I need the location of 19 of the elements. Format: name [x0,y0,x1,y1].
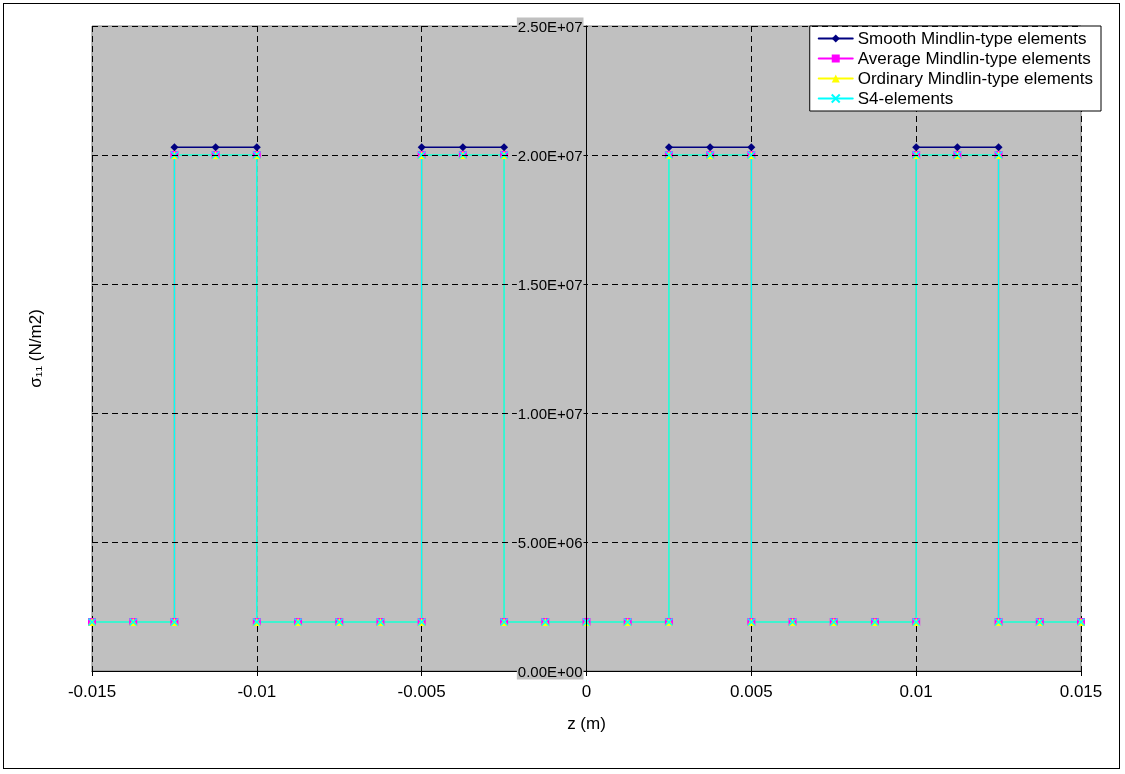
y-tick-label: 2.50E+07 [517,17,583,35]
y-axis-title: σ₁₁ (N/m2) [26,309,45,388]
legend-label: S4-elements [857,89,954,108]
legend-label: Smooth Mindlin-type elements [857,29,1087,48]
x-tick-label: -0.01 [237,682,277,701]
y-tick-label: 1.00E+07 [517,404,583,422]
legend-label: Ordinary Mindlin-type elements [857,69,1093,88]
x-tick-label: 0 [581,682,592,701]
y-tick-label: 2.00E+07 [517,146,583,164]
x-tick-label: -0.005 [397,682,446,701]
y-tick-label: 1.50E+07 [517,275,583,293]
y-tick-label: 5.00E+06 [517,533,583,551]
x-tick-label: 0.01 [899,682,933,701]
x-axis-title: z (m) [567,714,606,733]
x-tick-label: -0.015 [67,682,117,701]
legend-label: Average Mindlin-type elements [857,49,1091,68]
x-tick-label: 0.005 [730,682,773,701]
y-tick-label: 0.00E+00 [517,662,583,680]
x-tick-label: 0.015 [1059,682,1103,701]
